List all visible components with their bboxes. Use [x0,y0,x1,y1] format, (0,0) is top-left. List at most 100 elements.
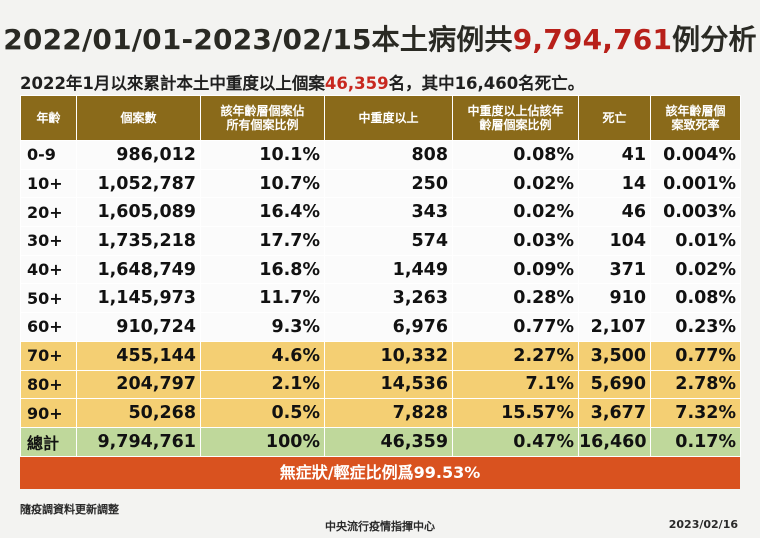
subtitle-part2: 名，其中16,460名死亡。 [388,74,585,93]
cell-cases: 455,144 [76,340,201,371]
table-row: 20+ 1,605,089 16.4% 343 0.02% 46 0.003% [20,197,741,228]
cell-deaths: 14 [578,168,651,199]
footer-note: 隨疫調資料更新調整 [20,503,119,516]
cell-fatality-rate: 0.17% [650,426,741,457]
footer-organization: 中央流行疫情指揮中心 [325,520,435,533]
cell-severe-ratio: 0.28% [452,283,579,314]
table-row: 40+ 1,648,749 16.8% 1,449 0.09% 371 0.02… [20,254,741,285]
cell-severe-ratio: 0.09% [452,254,579,285]
header-severe: 中重度以上 [324,95,453,141]
cell-case-share: 2.1% [200,369,325,400]
cell-severe: 46,359 [324,426,453,457]
cell-severe-ratio: 2.27% [452,340,579,371]
cell-severe: 250 [324,168,453,199]
cell-fatality-rate: 0.001% [650,168,741,199]
cell-fatality-rate: 0.01% [650,226,741,256]
cell-age: 90+ [20,398,77,428]
cell-severe: 7,828 [324,398,453,428]
cell-severe: 3,263 [324,283,453,314]
table-row: 0-9 986,012 10.1% 808 0.08% 41 0.004% [20,140,741,170]
cell-severe: 1,449 [324,254,453,285]
cell-cases: 986,012 [76,140,201,170]
asymptomatic-ratio-banner: 無症狀/輕症比例爲99.53% [20,457,740,489]
cell-fatality-rate: 0.004% [650,140,741,170]
table-header-row: 年齡 個案數 該年齡層個案佔所有個案比例 中重度以上 中重度以上佔該年齡層個案比… [20,95,741,141]
cell-cases: 1,735,218 [76,226,201,256]
footer-date: 2023/02/16 [668,518,738,531]
cell-cases: 9,794,761 [76,426,201,457]
cell-age: 40+ [20,254,77,285]
cell-age: 60+ [20,312,77,342]
cell-fatality-rate: 0.08% [650,283,741,314]
cell-age: 70+ [20,340,77,371]
cell-deaths: 2,107 [578,312,651,342]
cell-deaths: 104 [578,226,651,256]
cell-case-share: 10.1% [200,140,325,170]
table-row-elderly: 90+ 50,268 0.5% 7,828 15.57% 3,677 7.32% [20,398,741,428]
cell-fatality-rate: 2.78% [650,369,741,400]
cell-deaths: 3,677 [578,398,651,428]
cell-deaths: 371 [578,254,651,285]
cell-severe-ratio: 0.02% [452,197,579,228]
table-row-elderly: 70+ 455,144 4.6% 10,332 2.27% 3,500 0.77… [20,340,741,371]
cell-deaths: 5,690 [578,369,651,400]
cell-severe-ratio: 0.03% [452,226,579,256]
cell-fatality-rate: 0.77% [650,340,741,371]
cell-severe-ratio: 7.1% [452,369,579,400]
table-row: 50+ 1,145,973 11.7% 3,263 0.28% 910 0.08… [20,283,741,314]
cell-severe: 343 [324,197,453,228]
title-part1: 2022/01/01-2023/02/15本土病例共 [3,23,513,56]
age-analysis-table: 年齡 個案數 該年齡層個案佔所有個案比例 中重度以上 中重度以上佔該年齡層個案比… [20,95,741,457]
table-row-total: 總計 9,794,761 100% 46,359 0.47% 16,460 0.… [20,426,741,457]
subtitle-highlight: 46,359 [324,74,389,93]
table-row: 10+ 1,052,787 10.7% 250 0.02% 14 0.001% [20,168,741,199]
cell-severe-ratio: 15.57% [452,398,579,428]
header-age: 年齡 [20,95,77,141]
header-case-share: 該年齡層個案佔所有個案比例 [200,95,325,141]
cell-cases: 1,605,089 [76,197,201,228]
cell-severe: 10,332 [324,340,453,371]
cell-cases: 1,052,787 [76,168,201,199]
subtitle: 2022年1月以來累計本土中重度以上個案46,359名，其中16,460名死亡。 [20,70,584,94]
cell-case-share: 100% [200,426,325,457]
cell-age: 20+ [20,197,77,228]
title-part2: 例分析 [672,23,757,56]
cell-age: 80+ [20,369,77,400]
cell-age: 0-9 [20,140,77,170]
cell-severe: 6,976 [324,312,453,342]
table-row: 60+ 910,724 9.3% 6,976 0.77% 2,107 0.23% [20,312,741,342]
cell-age: 10+ [20,168,77,199]
cell-deaths: 46 [578,197,651,228]
cell-case-share: 16.8% [200,254,325,285]
cell-severe-ratio: 0.08% [452,140,579,170]
cell-age: 30+ [20,226,77,256]
header-deaths: 死亡 [578,95,651,141]
header-cases: 個案數 [76,95,201,141]
cell-severe: 14,536 [324,369,453,400]
cell-cases: 1,145,973 [76,283,201,314]
cell-cases: 50,268 [76,398,201,428]
cell-case-share: 4.6% [200,340,325,371]
subtitle-part1: 2022年1月以來累計本土中重度以上個案 [20,74,325,93]
cell-case-share: 9.3% [200,312,325,342]
cell-severe: 574 [324,226,453,256]
cell-fatality-rate: 0.02% [650,254,741,285]
cell-case-share: 17.7% [200,226,325,256]
cell-deaths: 3,500 [578,340,651,371]
cell-age: 總計 [20,426,77,457]
cell-deaths: 16,460 [578,426,651,457]
cell-age: 50+ [20,283,77,314]
cell-case-share: 11.7% [200,283,325,314]
cell-severe-ratio: 0.47% [452,426,579,457]
cell-cases: 910,724 [76,312,201,342]
cell-case-share: 16.4% [200,197,325,228]
title-highlight: 9,794,761 [512,23,673,56]
table-row: 30+ 1,735,218 17.7% 574 0.03% 104 0.01% [20,226,741,256]
cell-fatality-rate: 0.003% [650,197,741,228]
cell-cases: 204,797 [76,369,201,400]
table-row-elderly: 80+ 204,797 2.1% 14,536 7.1% 5,690 2.78% [20,369,741,400]
cell-case-share: 10.7% [200,168,325,199]
page-title: 2022/01/01-2023/02/15本土病例共9,794,761例分析 [0,18,760,58]
cell-fatality-rate: 7.32% [650,398,741,428]
cell-deaths: 41 [578,140,651,170]
